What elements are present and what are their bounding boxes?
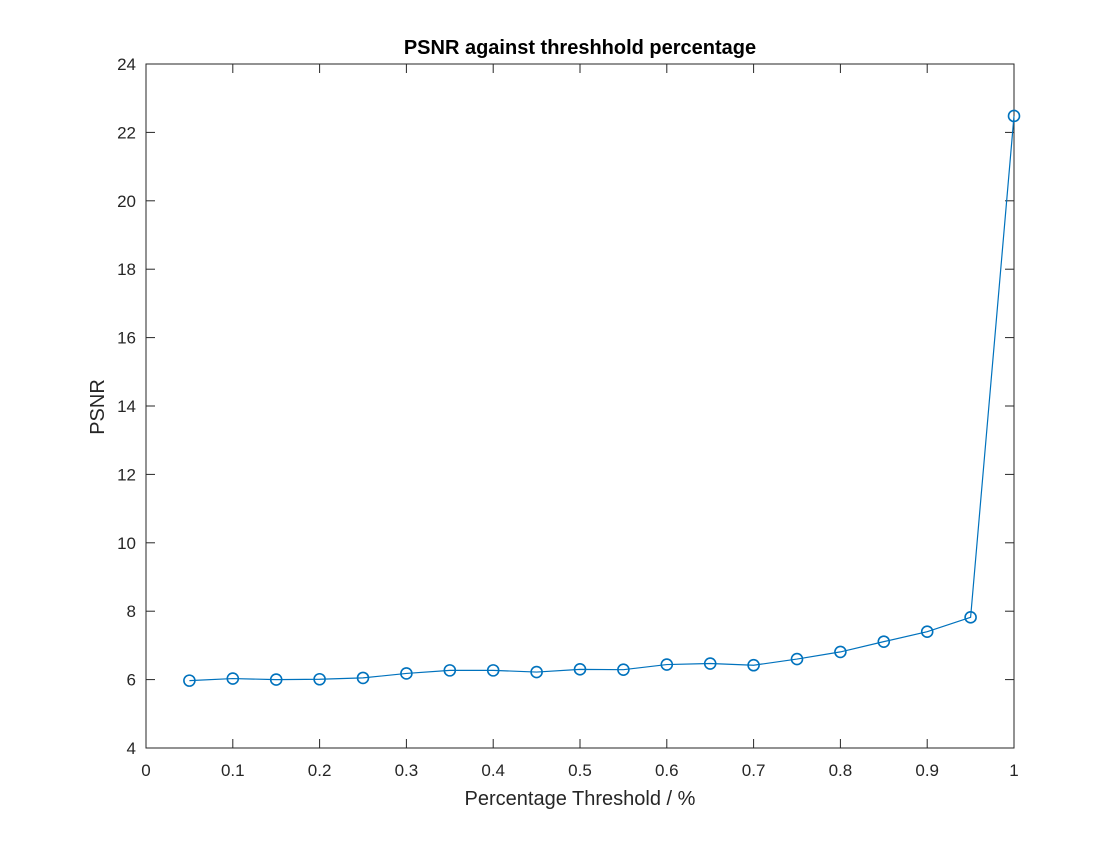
data-point: [530, 665, 543, 679]
x-axis-title: Percentage Threshold / %: [465, 788, 696, 810]
x-tick-label: 0.2: [308, 761, 332, 780]
y-tick-label: 14: [117, 397, 136, 416]
chart-title: PSNR against threshhold percentage: [404, 37, 756, 59]
y-axis-title: PSNR: [87, 379, 109, 435]
data-point: [400, 667, 413, 680]
x-tick-label: 0: [141, 761, 150, 780]
data-point: [747, 658, 760, 672]
data-point: [226, 672, 240, 685]
y-tick-label: 22: [117, 123, 136, 142]
data-point: [269, 673, 283, 686]
data-point: [356, 671, 370, 685]
x-tick-label: 0.9: [915, 761, 939, 780]
data-point: [617, 663, 630, 676]
axes: 0 0.1 0.2 0.3 0.4 0.5 0.6 0.7 0.8 0.9 146810121416…: [117, 55, 1019, 780]
x-tick-label: 0.6: [655, 761, 679, 780]
y-tick-label: 8: [127, 602, 136, 621]
data-point: [573, 663, 587, 676]
data-point: [703, 657, 717, 670]
x-tick-label: 0.7: [742, 761, 766, 780]
data-point: [443, 664, 457, 677]
y-tick-label: 16: [117, 329, 136, 348]
plot-area-box: [145, 63, 1015, 749]
data-point: [183, 674, 196, 687]
y-tick-label: 4: [127, 739, 136, 758]
data-point: [790, 652, 804, 666]
data-point: [1007, 109, 1021, 123]
x-tick-label: 0.4: [481, 761, 505, 780]
data-point: [920, 625, 934, 639]
y-tick-label: 24: [117, 55, 136, 74]
data-point: [834, 645, 847, 659]
data-point: [660, 658, 674, 671]
x-tick-label: 0.3: [395, 761, 419, 780]
data-point: [313, 672, 326, 686]
data-point: [486, 664, 500, 677]
x-tick-label: 0.1: [221, 761, 245, 780]
data-point: [877, 635, 891, 648]
x-tick-label: 0.5: [568, 761, 592, 780]
y-tick-label: 6: [127, 671, 136, 690]
x-tick-label: 0.8: [829, 761, 853, 780]
y-tick-label: 20: [117, 192, 136, 211]
x-tick-label: 1: [1009, 761, 1018, 780]
y-tick-label: 18: [117, 260, 136, 279]
data-point: [964, 611, 977, 624]
series-line: [189, 115, 1015, 682]
series-layer: [183, 109, 1021, 687]
y-tick-label: 10: [117, 534, 136, 553]
y-tick-label: 12: [117, 465, 136, 484]
